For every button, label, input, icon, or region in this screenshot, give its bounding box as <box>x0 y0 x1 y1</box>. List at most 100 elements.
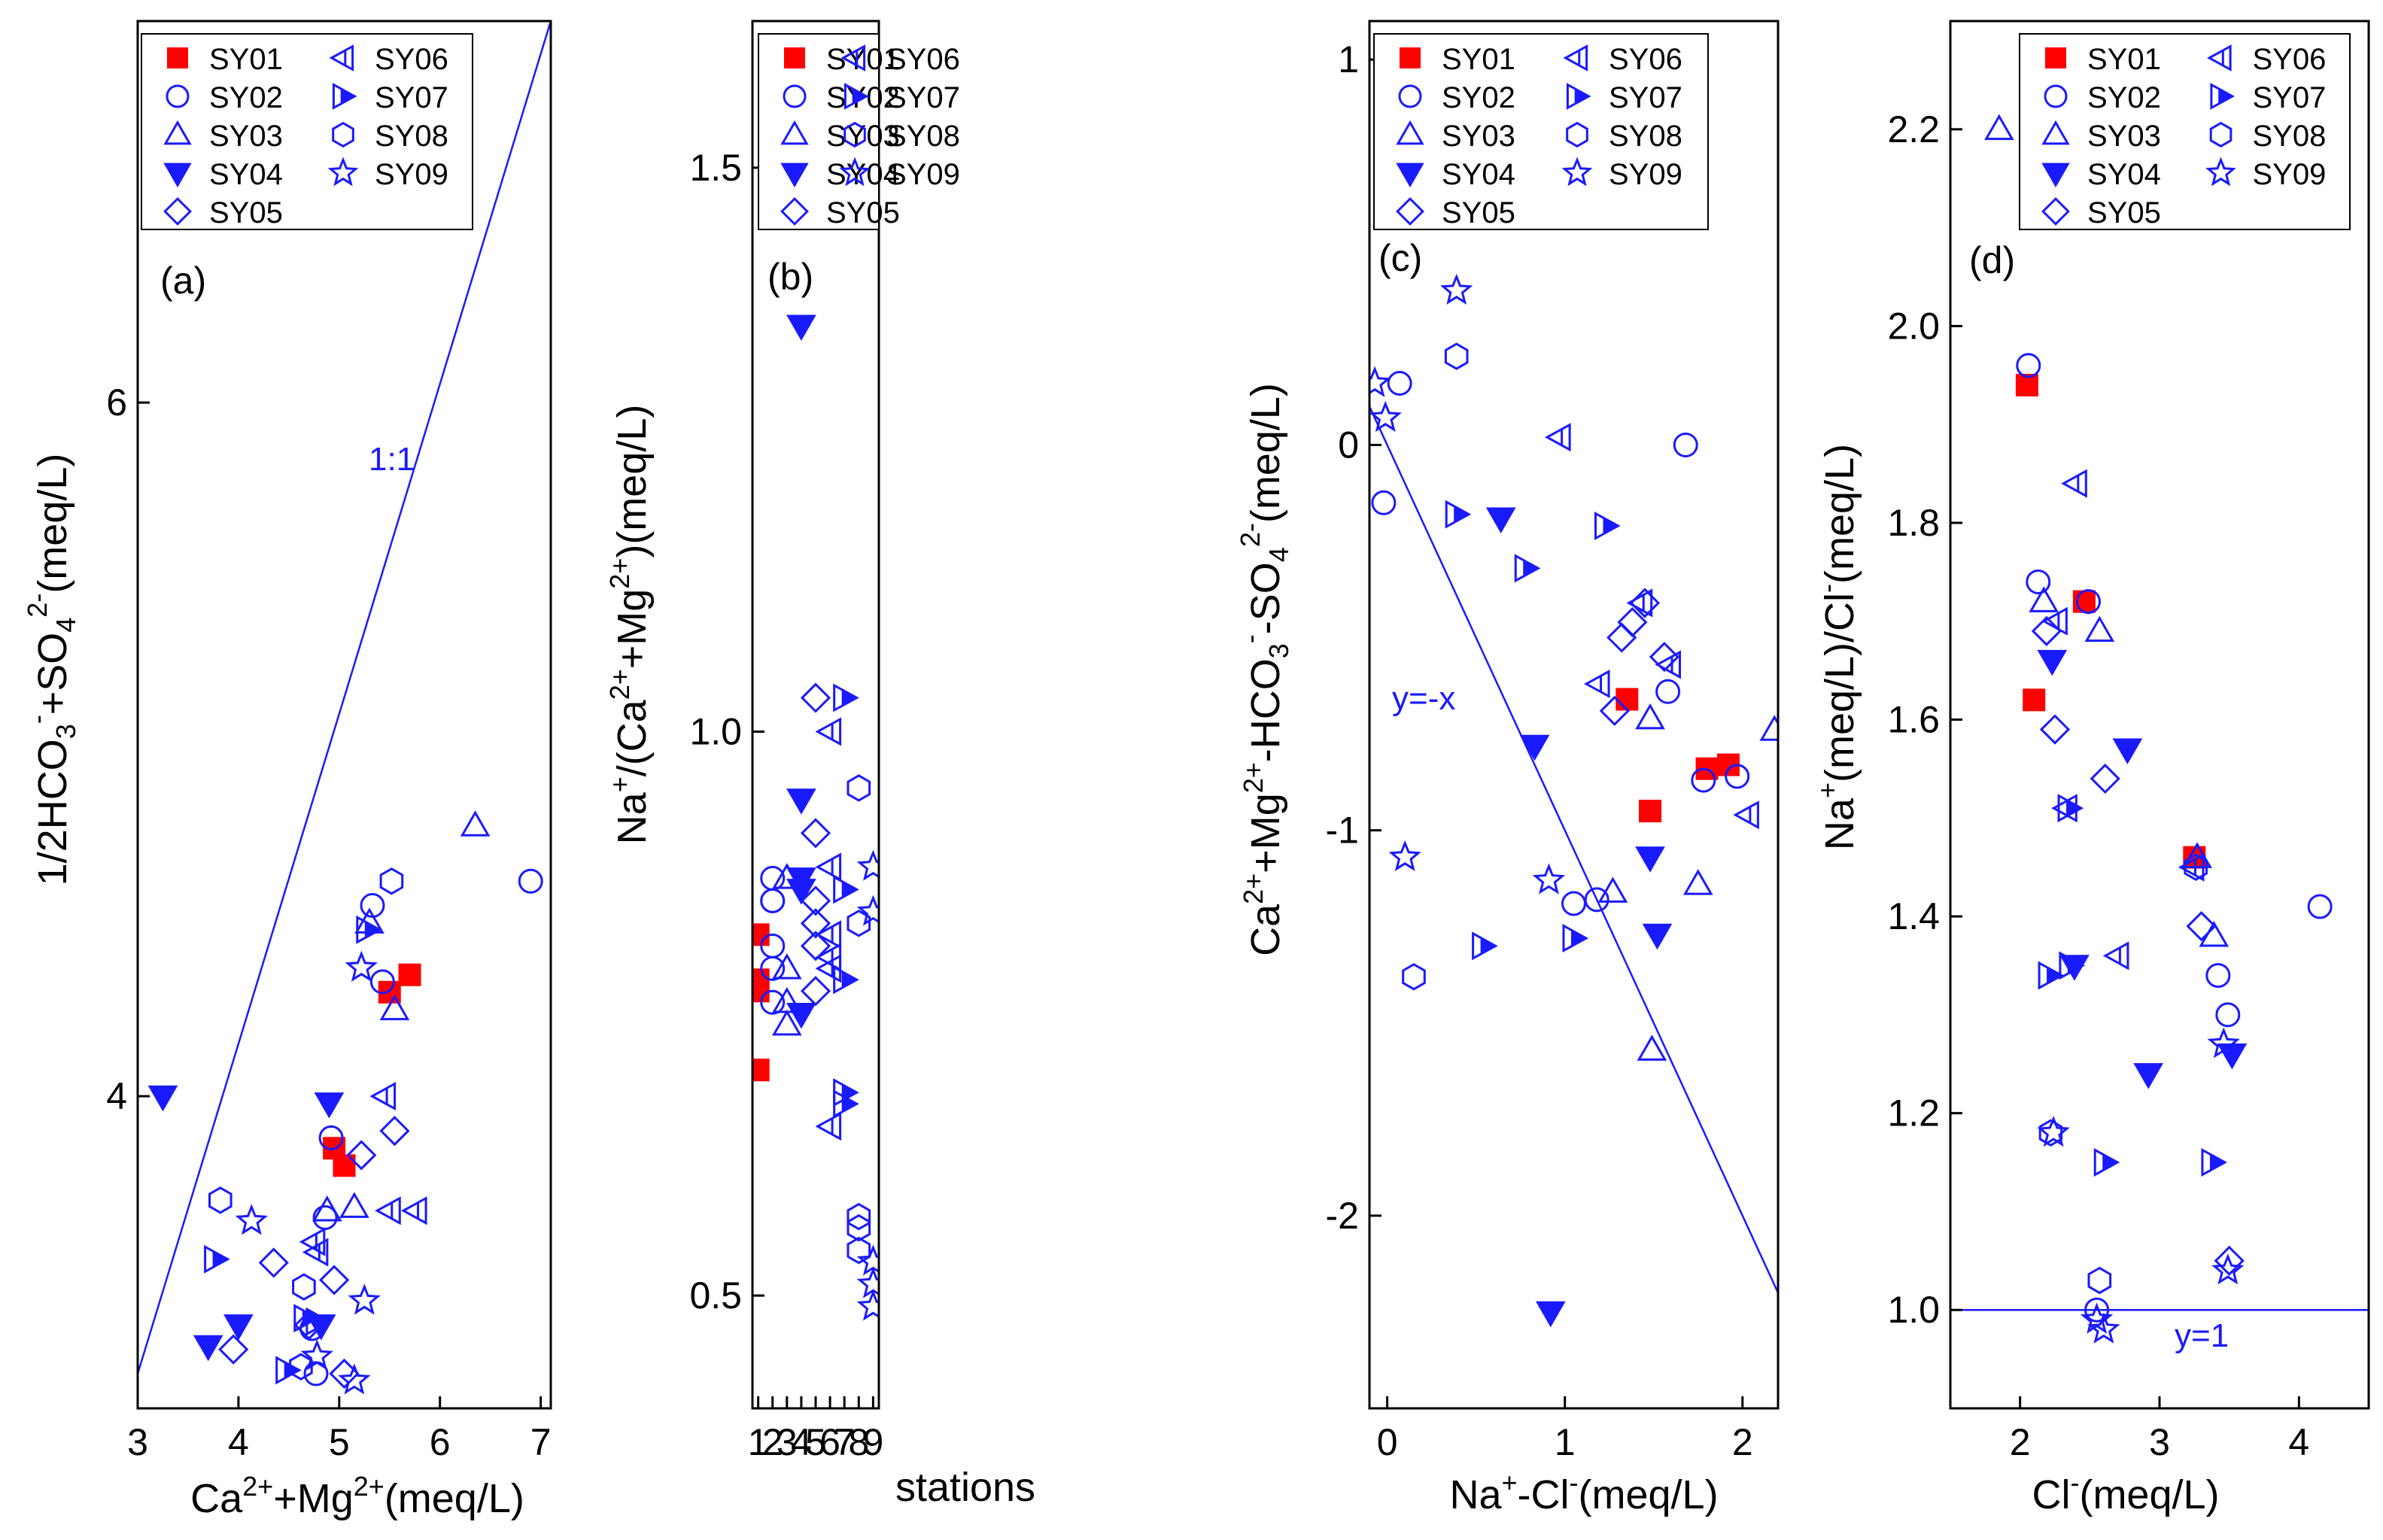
data-point <box>369 969 395 995</box>
x-tick-label: 5 <box>805 1421 826 1463</box>
legend-label: SY08 <box>1609 120 1682 153</box>
series-c-sy08 <box>1402 342 1469 991</box>
legend-entry-sy08: SY08 <box>2209 120 2326 153</box>
data-point <box>1440 273 1473 305</box>
reference-line-a <box>138 21 551 1374</box>
data-point <box>786 788 816 815</box>
data-point <box>375 1196 401 1226</box>
data-point <box>800 976 831 1007</box>
legend-marker <box>1396 120 1424 145</box>
xlabel-a: Ca2++Mg2+(meq/L) <box>190 1471 524 1521</box>
data-point <box>318 1265 350 1295</box>
x-tick-label: 3 <box>777 1421 798 1463</box>
data-point <box>329 1358 360 1390</box>
data-point <box>1606 622 1637 653</box>
data-point <box>1485 507 1516 534</box>
legend-label: SY03 <box>1442 120 1515 153</box>
data-point <box>1583 669 1610 699</box>
series-b-sy08 <box>847 774 871 1265</box>
panel-label-a: (a) <box>160 260 206 302</box>
data-point <box>2039 714 2071 745</box>
data-point <box>815 852 842 882</box>
data-point <box>752 980 770 1003</box>
data-point <box>2205 963 2231 989</box>
legend-label: SY09 <box>1609 158 1682 191</box>
x-tick-label: 2 <box>1732 1421 1753 1463</box>
legend-entry-sy06: SY06 <box>1563 43 1682 76</box>
data-point <box>460 810 491 837</box>
data-point <box>518 868 543 894</box>
legend-entry-sy02: SY02 <box>166 81 283 114</box>
data-point <box>348 1283 381 1315</box>
legend-entry-sy08: SY08 <box>843 120 960 153</box>
y-tick-label: 0.5 <box>689 1274 742 1317</box>
legend-marker <box>167 47 188 68</box>
data-point <box>1562 924 1589 953</box>
data-point <box>800 682 831 713</box>
y-tick-label: 4 <box>106 1075 127 1117</box>
series-c-sy09 <box>1369 273 1566 895</box>
series-b-sy01 <box>752 923 770 1082</box>
legend-c: SY01 SY02 SY03 SY04 SY05 SY06 SY07 SY08 SY09 <box>1373 33 1709 230</box>
plot-b: 1234567890.51.01.5(b)SY01SY02SY03SY04SY0… <box>689 20 960 1463</box>
data-point <box>2112 738 2143 765</box>
data-point <box>2023 688 2046 712</box>
legend-marker <box>163 120 192 145</box>
legend-marker <box>2041 197 2070 226</box>
legend-label: SY04 <box>1442 158 1515 191</box>
data-point <box>2059 951 2085 980</box>
data-point <box>379 994 410 1021</box>
data-point <box>2207 1027 2240 1059</box>
series-c-sy04 <box>1485 507 1673 1328</box>
data-point <box>258 1247 289 1278</box>
data-point <box>204 1244 230 1274</box>
legend-label: SY09 <box>886 158 960 191</box>
data-point <box>856 849 879 881</box>
data-point <box>2214 1245 2245 1276</box>
panel-c: Ca2++Mg2+-HCO3--SO42-(meq/L) Na+-Cl-(meq… <box>1235 383 1719 1517</box>
y-tick-label: 2.2 <box>1887 108 1940 150</box>
data-point <box>1402 963 1426 991</box>
data-point <box>800 931 831 961</box>
x-tick-label: 1 <box>1555 1421 1576 1463</box>
data-point <box>856 1289 879 1321</box>
series-a-sy02 <box>299 868 543 1387</box>
data-point <box>305 1307 332 1336</box>
series-d-sy03 <box>1984 114 2230 947</box>
series-b-sy04 <box>786 314 816 1029</box>
data-point <box>2041 606 2068 636</box>
data-point <box>2201 1148 2228 1177</box>
data-point <box>338 1363 371 1395</box>
data-point <box>2090 763 2120 794</box>
legend-entry-sy07: SY07 <box>2210 81 2326 114</box>
plot-frame-a <box>136 20 552 1410</box>
data-point <box>356 915 382 944</box>
legend-entry-sy02: SY02 <box>2044 81 2161 114</box>
reference-label-d: y=1 <box>2175 1317 2229 1354</box>
legend-marker <box>163 163 192 188</box>
y-tick-label: 0 <box>1338 424 1359 466</box>
data-point <box>339 1192 369 1218</box>
data-point <box>1642 923 1673 950</box>
legend-label: SY05 <box>1442 196 1515 229</box>
series-d-sy08 <box>2038 853 2208 1295</box>
data-point <box>847 910 871 937</box>
data-point <box>302 1238 329 1267</box>
data-point <box>2093 1148 2120 1177</box>
series-a-sy06 <box>299 1082 427 1267</box>
data-point <box>2184 853 2208 881</box>
legend-entry-sy04: SY04 <box>1396 158 1515 191</box>
data-point <box>379 1116 410 1147</box>
data-point <box>218 1334 249 1365</box>
data-point <box>760 955 786 981</box>
legend-entry-sy03: SY03 <box>2041 120 2161 153</box>
legend-label: SY03 <box>209 120 283 153</box>
legend-marker <box>329 44 354 71</box>
legend-entry-sy02: SY02 <box>1398 81 1515 114</box>
data-point <box>760 888 786 913</box>
data-point <box>314 1092 345 1119</box>
data-point <box>1682 869 1713 895</box>
data-point <box>1616 688 1639 711</box>
legend-marker <box>1566 121 1588 148</box>
